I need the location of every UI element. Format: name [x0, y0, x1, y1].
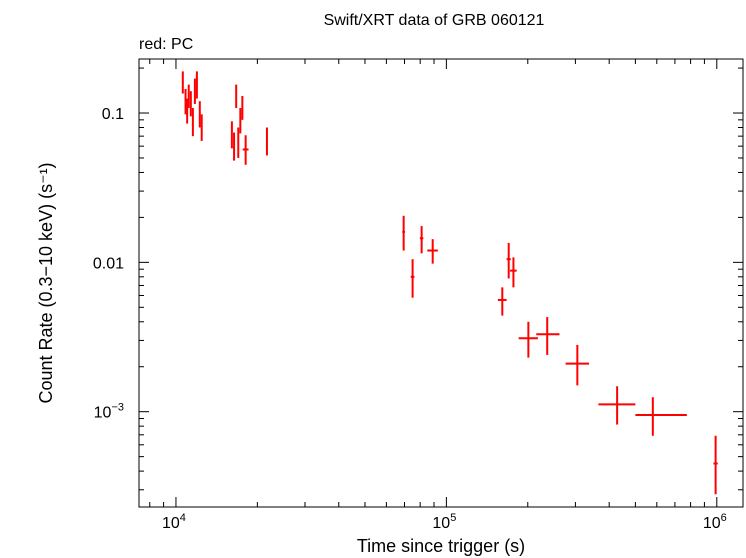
data-point	[195, 71, 198, 99]
data-point	[410, 259, 415, 298]
minor-ticks	[139, 59, 743, 507]
y-axis-label: Count Rate (0.3−10 keV) (s⁻¹)	[36, 162, 56, 403]
data-point	[198, 101, 201, 128]
data-point	[230, 121, 233, 149]
chart-title: Swift/XRT data of GRB 060121	[324, 12, 545, 29]
data-point	[200, 114, 203, 141]
data-point	[713, 435, 718, 495]
y-tick-label: 10−3	[94, 402, 124, 422]
data-points	[181, 71, 718, 495]
data-point	[565, 344, 590, 386]
y-tick-labels: 0.1 0.01 10−3	[93, 106, 124, 422]
data-point	[233, 132, 236, 161]
data-point	[419, 226, 424, 254]
x-axis-label: Time since trigger (s)	[357, 536, 525, 556]
data-point	[242, 135, 249, 165]
data-point	[193, 78, 196, 104]
major-ticks	[139, 59, 743, 507]
data-point	[402, 215, 405, 251]
data-point	[427, 239, 438, 264]
data-point	[239, 108, 242, 134]
data-point	[518, 321, 538, 358]
data-point	[241, 96, 244, 120]
data-point	[536, 317, 560, 355]
data-point	[235, 84, 238, 109]
data-point	[510, 257, 517, 288]
x-tick-label: 104	[162, 512, 186, 532]
data-point	[189, 91, 192, 117]
x-tick-label: 106	[703, 512, 727, 532]
data-point	[184, 88, 187, 115]
data-point	[598, 386, 636, 425]
data-point	[635, 397, 687, 436]
x-tick-labels: 104 105 106	[162, 512, 727, 532]
data-point	[265, 127, 268, 156]
data-point	[506, 242, 511, 279]
x-tick-label: 105	[432, 512, 456, 532]
y-tick-label: 0.01	[93, 255, 124, 272]
data-point	[186, 98, 189, 124]
chart-subtitle: red: PC	[139, 36, 193, 53]
data-point	[237, 127, 240, 158]
data-point	[181, 71, 184, 94]
data-point	[187, 84, 190, 109]
plot-frame	[138, 58, 744, 508]
data-point	[497, 287, 507, 316]
y-tick-label: 0.1	[102, 106, 124, 123]
data-point	[191, 108, 194, 137]
